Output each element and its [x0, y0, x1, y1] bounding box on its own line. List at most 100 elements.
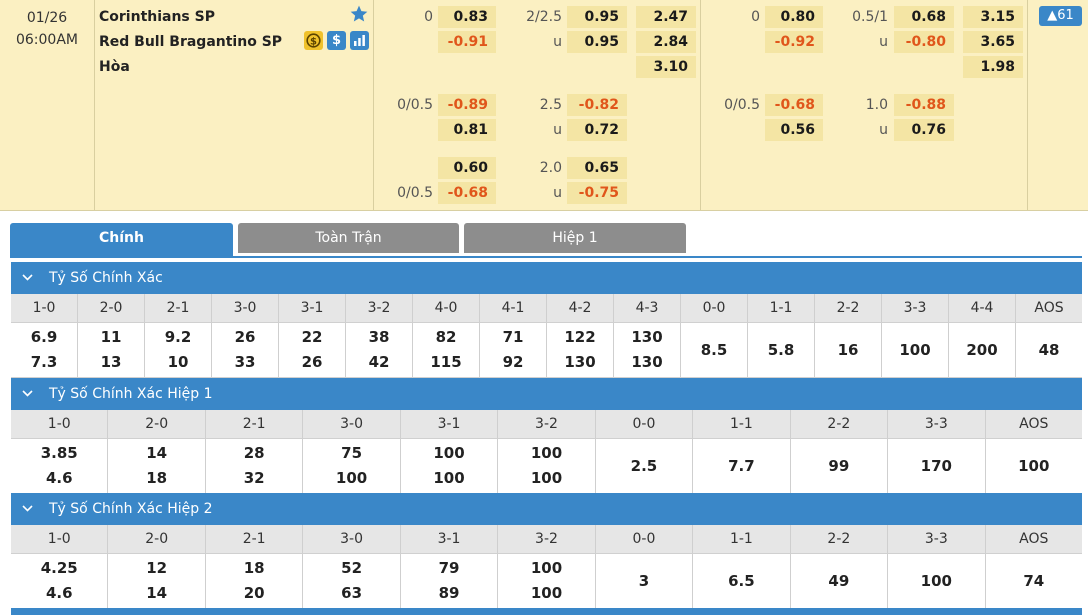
away-win-odds[interactable]: 92 — [502, 353, 524, 371]
score-odds[interactable]: 6.5 — [728, 572, 755, 590]
ft-ou-under-3[interactable]: -0.75 — [567, 182, 627, 204]
away-win-odds[interactable]: 100 — [433, 469, 465, 487]
score-odds-cell[interactable]: 75 100 — [303, 439, 401, 493]
home-win-odds[interactable]: 26 — [234, 328, 256, 346]
h1-ou-over-1[interactable]: 0.68 — [894, 6, 954, 28]
score-odds-cell[interactable]: 38 42 — [346, 323, 413, 377]
away-win-odds[interactable]: 26 — [301, 353, 323, 371]
score-odds[interactable]: 100 — [1018, 457, 1050, 475]
home-win-odds[interactable]: 28 — [243, 444, 265, 462]
tab-full-match[interactable]: Toàn Trận — [238, 223, 459, 253]
home-win-odds[interactable]: 100 — [433, 444, 465, 462]
ft-ou-under-1[interactable]: 0.95 — [567, 31, 627, 53]
score-odds-cell[interactable]: 28 32 — [206, 439, 304, 493]
away-win-odds[interactable]: 130 — [564, 353, 596, 371]
score-odds-cell[interactable]: 5.8 — [748, 323, 815, 377]
more-markets-button[interactable]: ▲61 — [1039, 6, 1082, 26]
h1-ou-under-2[interactable]: 0.76 — [894, 119, 954, 141]
score-odds-cell[interactable]: 74 — [986, 554, 1082, 608]
away-win-odds[interactable]: 32 — [243, 469, 265, 487]
home-win-odds[interactable]: 100 — [530, 559, 563, 577]
score-odds-cell[interactable]: 8.5 — [681, 323, 748, 377]
away-team[interactable]: Red Bull Bragantino SP — [99, 34, 283, 50]
home-win-odds[interactable]: 75 — [341, 444, 363, 462]
score-odds-cell[interactable]: 12 14 — [108, 554, 206, 608]
away-win-odds[interactable]: 4.6 — [45, 584, 73, 602]
home-win-odds[interactable]: 122 — [564, 328, 596, 346]
tab-first-half[interactable]: Hiệp 1 — [464, 223, 686, 253]
score-odds[interactable]: 49 — [828, 572, 850, 590]
score-odds[interactable]: 100 — [920, 572, 952, 590]
h1-1x2-home[interactable]: 3.15 — [963, 6, 1023, 28]
score-odds-cell[interactable]: 99 — [791, 439, 889, 493]
score-odds-cell[interactable]: 7.7 — [693, 439, 791, 493]
ft-hdp-away-2[interactable]: 0.81 — [438, 119, 496, 141]
score-odds-cell[interactable]: 11 13 — [78, 323, 145, 377]
away-win-odds[interactable]: 100 — [530, 469, 563, 487]
score-odds-cell[interactable]: 6.9 7.3 — [11, 323, 78, 377]
ft-hdp-home-1[interactable]: 0.83 — [438, 6, 496, 28]
section-correct-score-second-half[interactable]: Tỷ Số Chính Xác Hiệp 2 — [11, 493, 1082, 525]
score-odds[interactable]: 7.7 — [728, 457, 755, 475]
away-win-odds[interactable]: 115 — [430, 353, 462, 371]
home-win-odds[interactable]: 9.2 — [164, 328, 192, 346]
home-win-odds[interactable]: 18 — [243, 559, 265, 577]
away-win-odds[interactable]: 4.6 — [45, 469, 73, 487]
home-win-odds[interactable]: 38 — [368, 328, 390, 346]
away-win-odds[interactable]: 20 — [243, 584, 265, 602]
home-team[interactable]: Corinthians SP — [99, 9, 215, 25]
score-odds-cell[interactable]: 100 100 — [498, 439, 596, 493]
home-win-odds[interactable]: 12 — [146, 559, 168, 577]
chevron-down-icon[interactable] — [22, 390, 33, 397]
h1-hdp-home-1[interactable]: 0.80 — [765, 6, 823, 28]
h1-ou-over-2[interactable]: -0.88 — [894, 94, 954, 116]
home-win-odds[interactable]: 100 — [530, 444, 563, 462]
score-odds[interactable]: 16 — [837, 341, 859, 359]
home-win-odds[interactable]: 4.25 — [40, 559, 78, 577]
score-odds-cell[interactable]: 4.25 4.6 — [11, 554, 109, 608]
ft-ou-over-1[interactable]: 0.95 — [567, 6, 627, 28]
score-odds-cell[interactable]: 130 130 — [614, 323, 681, 377]
home-win-odds[interactable]: 22 — [301, 328, 323, 346]
ft-hdp-home-2[interactable]: -0.89 — [438, 94, 496, 116]
score-odds-cell[interactable]: 100 100 — [401, 439, 499, 493]
h1-hdp-home-2[interactable]: -0.68 — [765, 94, 823, 116]
star-icon[interactable] — [349, 4, 369, 24]
away-win-odds[interactable]: 89 — [438, 584, 460, 602]
score-odds-cell[interactable]: 82 115 — [413, 323, 480, 377]
score-odds-cell[interactable]: 79 89 — [401, 554, 499, 608]
score-odds-cell[interactable]: 9.2 10 — [145, 323, 212, 377]
away-win-odds[interactable]: 100 — [530, 584, 563, 602]
away-win-odds[interactable]: 10 — [167, 353, 189, 371]
away-win-odds[interactable]: 130 — [631, 353, 663, 371]
score-odds-cell[interactable]: 22 26 — [279, 323, 346, 377]
ft-hdp-away-3[interactable]: -0.68 — [438, 182, 496, 204]
score-odds[interactable]: 48 — [1038, 341, 1060, 359]
score-odds[interactable]: 3 — [638, 572, 650, 590]
coin-icon[interactable]: $ — [304, 31, 323, 50]
away-win-odds[interactable]: 63 — [341, 584, 363, 602]
score-odds[interactable]: 2.5 — [630, 457, 658, 475]
score-odds-cell[interactable]: 14 18 — [108, 439, 206, 493]
away-win-odds[interactable]: 14 — [146, 584, 168, 602]
score-odds[interactable]: 170 — [920, 457, 952, 475]
home-win-odds[interactable]: 11 — [100, 328, 122, 346]
chevron-down-icon[interactable] — [22, 505, 33, 512]
stats-chart-icon[interactable] — [350, 31, 369, 50]
section-correct-score-first-half[interactable]: Tỷ Số Chính Xác Hiệp 1 — [11, 378, 1082, 410]
home-win-odds[interactable]: 52 — [341, 559, 363, 577]
score-odds[interactable]: 200 — [966, 341, 998, 359]
away-win-odds[interactable]: 7.3 — [30, 353, 58, 371]
score-odds-cell[interactable]: 3 — [596, 554, 694, 608]
home-win-odds[interactable]: 3.85 — [40, 444, 78, 462]
dollar-icon[interactable]: $ — [327, 31, 346, 50]
tab-main[interactable]: Chính — [10, 223, 233, 257]
score-odds-cell[interactable]: 100 — [882, 323, 949, 377]
h1-ou-under-1[interactable]: -0.80 — [894, 31, 954, 53]
ft-1x2-draw[interactable]: 3.10 — [636, 56, 696, 78]
away-win-odds[interactable]: 100 — [335, 469, 368, 487]
away-win-odds[interactable]: 18 — [146, 469, 168, 487]
away-win-odds[interactable]: 42 — [368, 353, 390, 371]
section-correct-score[interactable]: Tỷ Số Chính Xác — [11, 262, 1082, 294]
score-odds-cell[interactable]: 200 — [949, 323, 1016, 377]
